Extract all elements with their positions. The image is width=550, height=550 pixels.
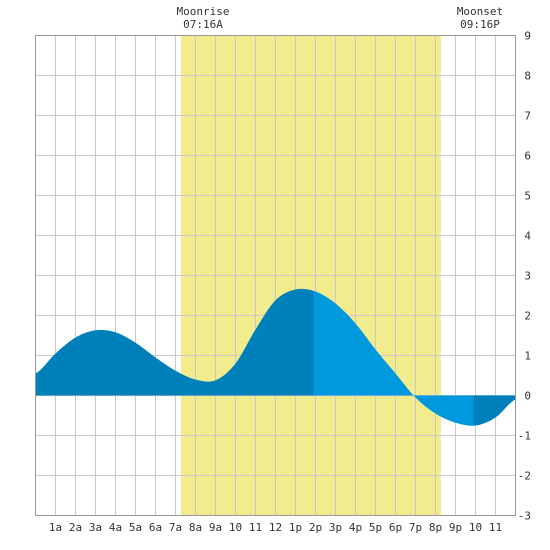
moonrise-label: Moonrise: [177, 5, 230, 18]
x-tick-label: 6a: [149, 521, 162, 534]
tide-area-falling: [313, 290, 474, 426]
moonrise-time: 07:16A: [183, 18, 223, 31]
moonset-time: 09:16P: [460, 18, 500, 31]
x-tick-label: 10: [469, 521, 482, 534]
x-axis-labels: 1a 2a 3a 4a 5a 6a 7a 8a 9a 10 11 12 1p 2p 3p 4p 5p 6p 7p 8p…: [49, 521, 502, 534]
moonset-label: Moonset: [457, 5, 503, 18]
tide-area-layer: [35, 288, 516, 426]
tide-area-rising: [93, 329, 214, 396]
x-tick-label: 1p: [289, 521, 302, 534]
x-tick-label: 1a: [49, 521, 62, 534]
x-tick-label: 8a: [189, 521, 202, 534]
tide-area-rising: [473, 395, 516, 426]
y-tick-label: -3: [518, 510, 531, 523]
y-tick-label: 8: [524, 70, 531, 83]
x-tick-label: 11: [249, 521, 262, 534]
x-tick-label: 2p: [309, 521, 322, 534]
tide-area-rising: [213, 288, 314, 396]
x-tick-label: 3p: [329, 521, 342, 534]
tide-area-rising: [35, 330, 94, 396]
y-tick-label: 7: [524, 110, 531, 123]
x-tick-label: 11: [489, 521, 502, 534]
x-tick-label: 7p: [409, 521, 422, 534]
y-tick-label: 5: [524, 190, 531, 203]
x-tick-label: 4p: [349, 521, 362, 534]
x-tick-label: 5a: [129, 521, 142, 534]
grid-layer: [35, 35, 516, 516]
y-tick-label: 3: [524, 270, 531, 283]
x-tick-label: 4a: [109, 521, 122, 534]
x-tick-label: 10: [229, 521, 242, 534]
x-tick-label: 2a: [69, 521, 82, 534]
y-tick-label: 6: [524, 150, 531, 163]
y-tick-label: 2: [524, 310, 531, 323]
y-tick-label: 4: [524, 230, 531, 243]
x-tick-label: 5p: [369, 521, 382, 534]
x-tick-label: 7a: [169, 521, 182, 534]
x-tick-label: 12: [269, 521, 282, 534]
y-tick-label: -2: [518, 470, 531, 483]
x-tick-label: 6p: [389, 521, 402, 534]
x-tick-label: 8p: [429, 521, 442, 534]
x-tick-label: 3a: [89, 521, 102, 534]
y-tick-label: 1: [524, 350, 531, 363]
y-tick-label: 9: [524, 30, 531, 43]
y-axis-labels: -3 -2 -1 0 1 2 3 4 5 6 7 8 9: [518, 30, 532, 523]
x-tick-label: 9a: [209, 521, 222, 534]
y-tick-label: 0: [524, 390, 531, 403]
plot-frame: [35, 35, 516, 516]
y-tick-label: -1: [518, 430, 531, 443]
x-tick-label: 9p: [449, 521, 462, 534]
